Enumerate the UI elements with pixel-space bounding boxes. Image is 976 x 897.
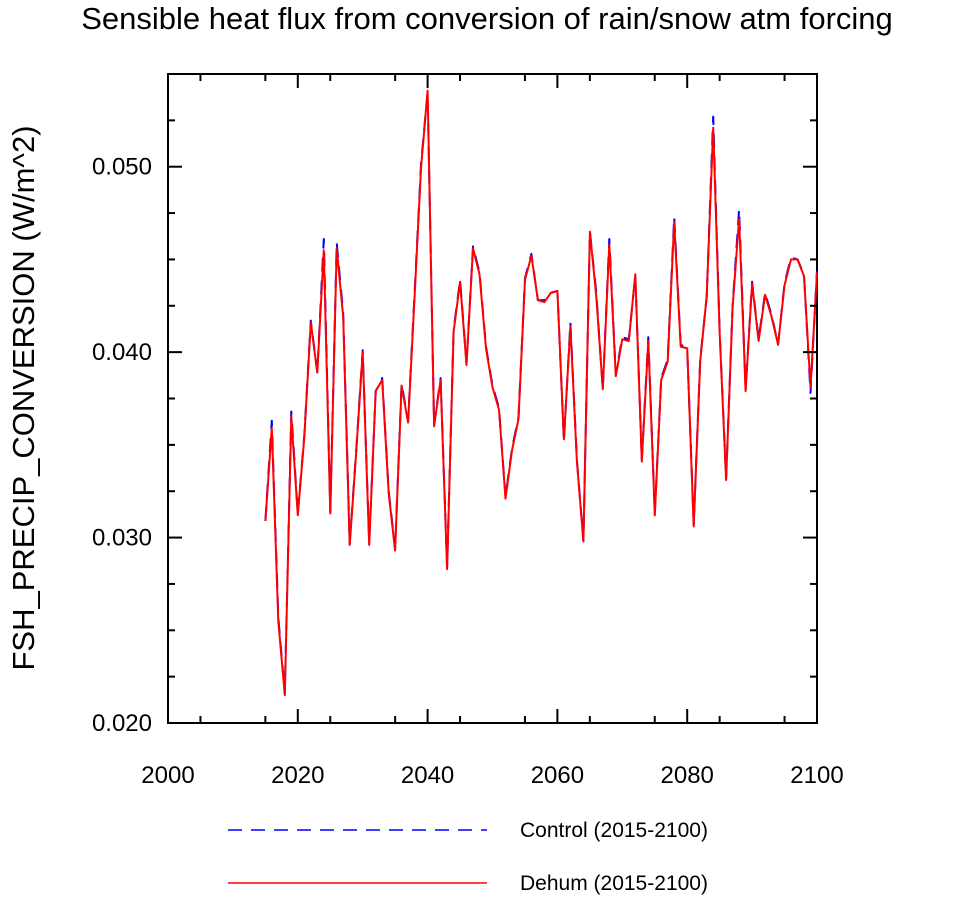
x-tick-label: 2020: [271, 762, 324, 789]
plot-frame: [167, 73, 818, 724]
legend-label-dehum: Dehum (2015-2100): [520, 872, 708, 895]
y-axis-label: FSH_PRECIP_CONVERSION (W/m^2): [6, 125, 41, 670]
series-line-dehum: [264, 89, 818, 697]
series-layer: [264, 89, 818, 697]
tick-layer: 2000 2020 2040 2060 2080 2100 0.020 0.030 0.040 0…: [92, 74, 844, 789]
legend-label-control: Control (2015-2100): [520, 819, 708, 842]
y-tick-label: 0.030: [92, 525, 152, 552]
y-tick-label: 0.040: [92, 339, 152, 366]
x-tick-label: 2100: [790, 762, 843, 789]
series-line-control: [264, 91, 818, 695]
plot-border: [167, 73, 818, 724]
y-tick-label: 0.050: [92, 154, 152, 181]
x-tick-label: 2040: [401, 762, 454, 789]
x-tick-label: 2000: [141, 762, 194, 789]
legend: Control (2015-2100) Dehum (2015-2100): [228, 819, 708, 895]
y-tick-label: 0.020: [92, 710, 152, 737]
x-tick-label: 2060: [531, 762, 584, 789]
x-tick-label: 2080: [661, 762, 714, 789]
chart-title: Sensible heat flux from conversion of ra…: [81, 1, 893, 36]
